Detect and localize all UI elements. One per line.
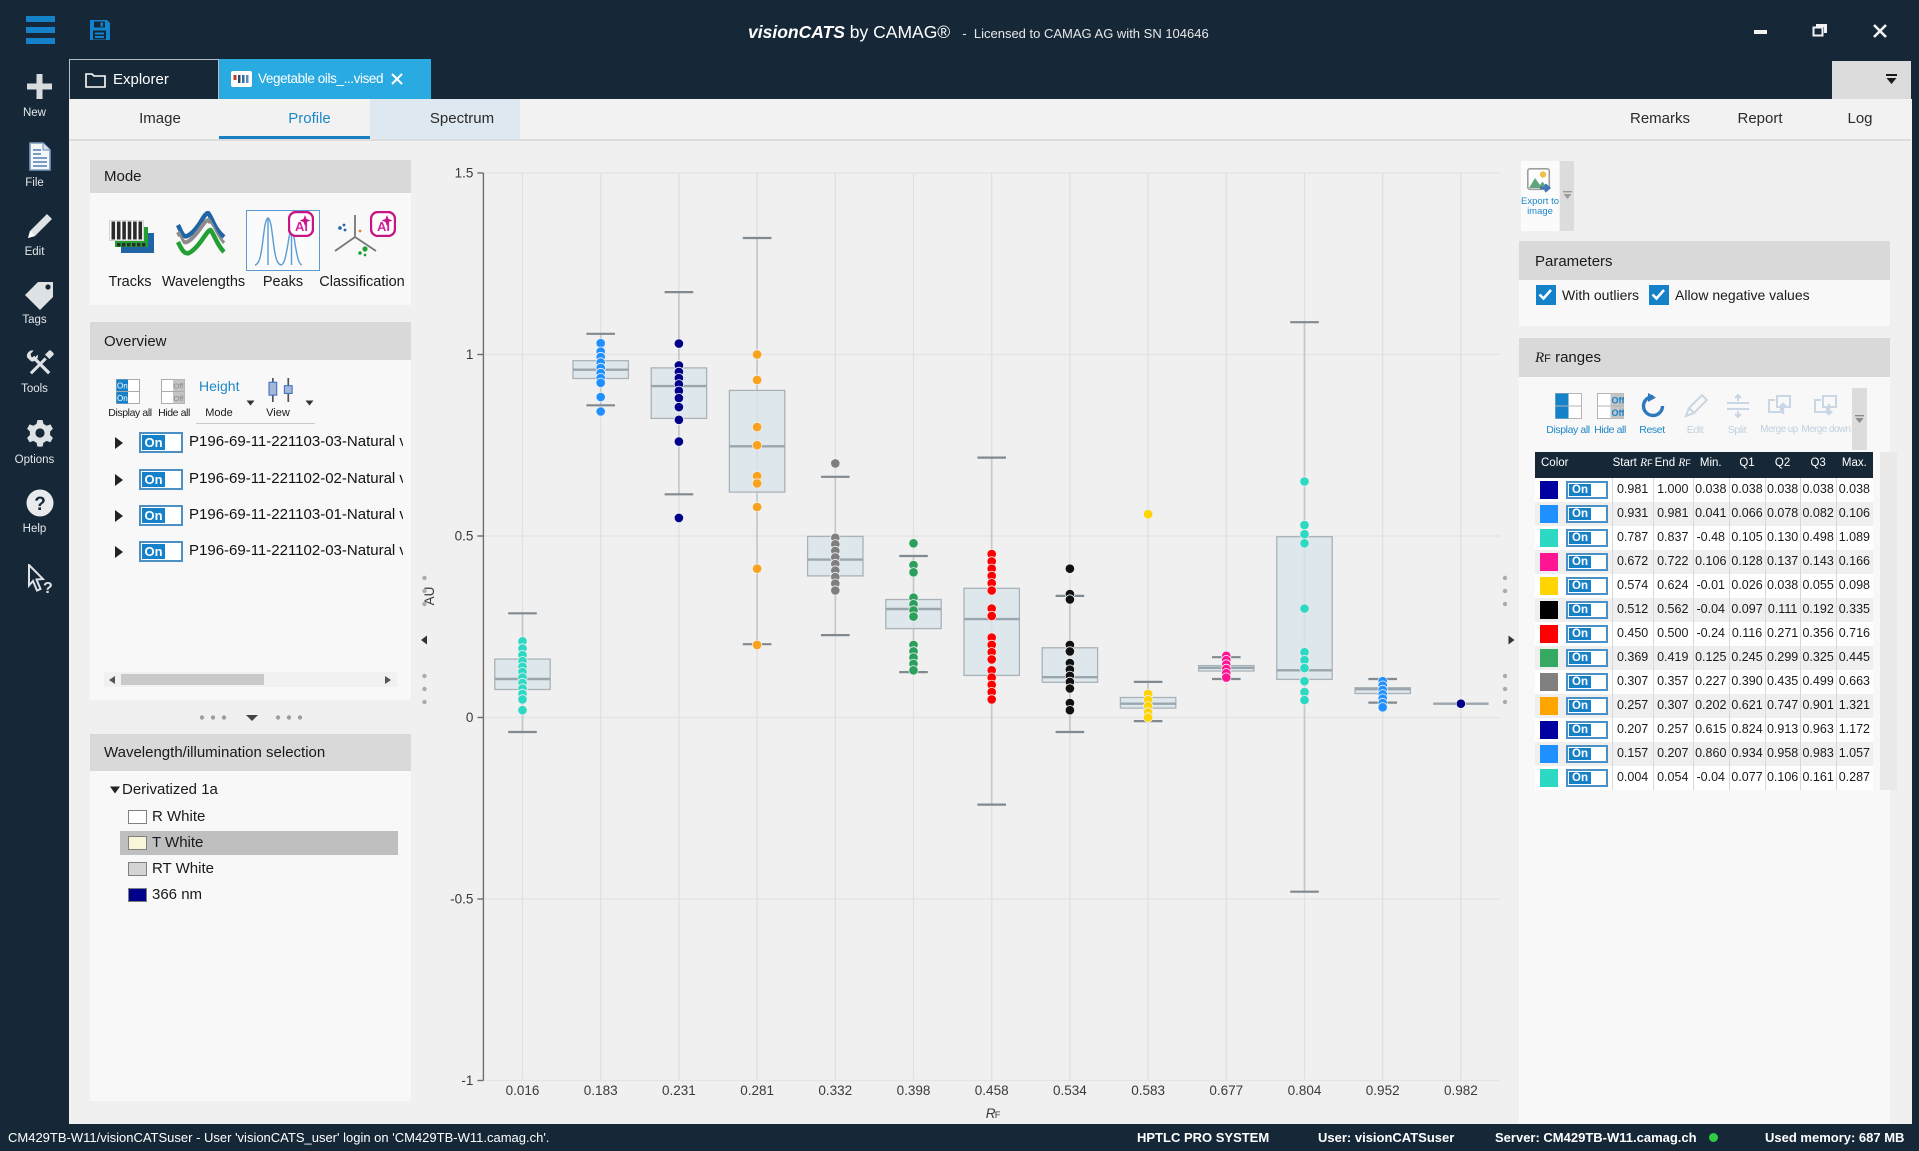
svg-text:0.952: 0.952 [1366,1083,1400,1098]
svg-text:0.5: 0.5 [455,529,474,544]
svg-text:0.231: 0.231 [662,1083,696,1098]
svg-text:Off: Off [1612,408,1625,418]
svg-text:0.804: 0.804 [1288,1083,1322,1098]
svg-text:On: On [117,394,128,403]
svg-text:0: 0 [466,710,474,725]
svg-text:On: On [117,382,128,391]
svg-text:0.583: 0.583 [1131,1083,1165,1098]
svg-text:R: R [986,1106,996,1121]
svg-text:?: ? [43,580,53,596]
svg-text:0.183: 0.183 [584,1083,618,1098]
svg-text:0.281: 0.281 [740,1083,774,1098]
svg-text:0.982: 0.982 [1444,1083,1478,1098]
svg-text:-0.5: -0.5 [450,892,473,907]
svg-text:0.534: 0.534 [1053,1083,1087,1098]
svg-text:0.016: 0.016 [506,1083,540,1098]
svg-text:F: F [995,1110,1001,1121]
svg-text:Off: Off [174,382,185,391]
svg-text:-1: -1 [461,1073,473,1088]
svg-text:Off: Off [174,394,185,403]
svg-text:Off: Off [1612,396,1625,406]
svg-text:?: ? [34,494,46,515]
svg-text:0.677: 0.677 [1209,1083,1243,1098]
svg-text:0.398: 0.398 [897,1083,931,1098]
svg-text:0.332: 0.332 [818,1083,852,1098]
svg-text:1.5: 1.5 [455,166,474,181]
svg-text:1: 1 [466,347,474,362]
svg-text:0.458: 0.458 [975,1083,1009,1098]
